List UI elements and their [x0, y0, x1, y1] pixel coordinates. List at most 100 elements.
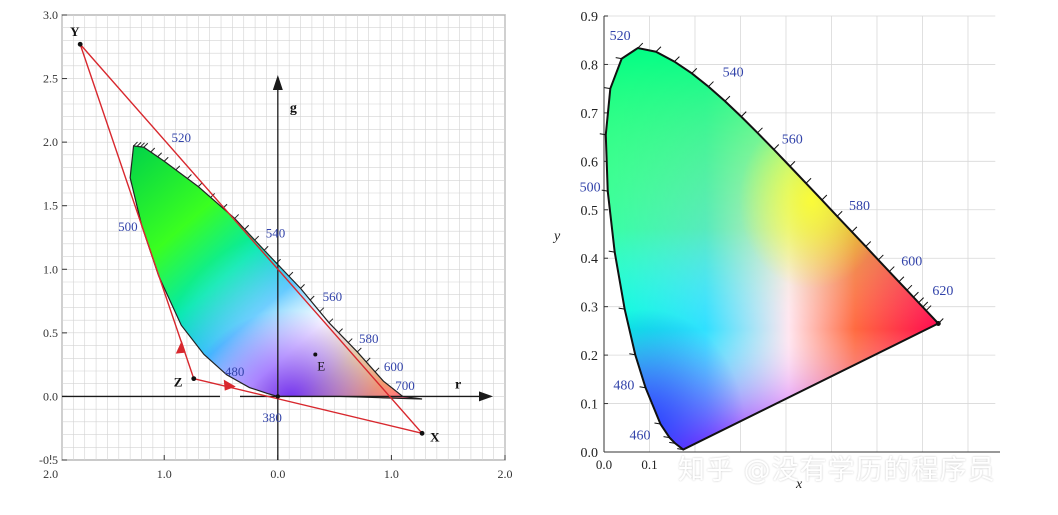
locus-tick	[865, 241, 872, 247]
locus-tick	[374, 367, 380, 373]
y-tick-label: 0.0	[581, 446, 599, 461]
locus-tick	[254, 235, 260, 241]
x-tick-label: 2.0	[498, 467, 513, 481]
locus-tick	[309, 295, 315, 301]
locus-tick	[140, 142, 145, 148]
locus-tick	[691, 68, 698, 74]
wavelength-label: 700	[395, 378, 415, 393]
wavelength-label: 580	[849, 199, 870, 214]
locus-tick	[263, 245, 269, 251]
x-tick-label: 2.0	[43, 467, 58, 481]
locus-endpoint	[935, 320, 941, 326]
xyz-triangle	[79, 43, 425, 435]
triangle-arrow	[223, 379, 236, 391]
y-tick-label: 0.7	[581, 107, 599, 122]
wavelength-label: 560	[323, 289, 343, 304]
locus-tick	[674, 56, 680, 62]
locus-tick	[906, 284, 913, 291]
y-tick-label: 0.6	[581, 155, 599, 170]
rg-chart-svg: -0.5 0.0 0.5 1.0 1.5 2.0 2.5 3.0 2.0 1.0 0.0 1.0 2.0…	[39, 8, 513, 481]
y-tick-label: 0.4	[581, 252, 599, 267]
locus-tick	[608, 250, 615, 253]
locus-tick	[655, 46, 662, 53]
locus-tick	[789, 161, 796, 167]
locus-tick	[143, 142, 149, 148]
locus-tick	[836, 210, 843, 217]
wavelength-label: 500	[580, 180, 601, 195]
wavelength-label: 520	[172, 130, 192, 145]
white-point	[313, 352, 318, 357]
wavelength-label: 540	[266, 226, 286, 241]
y-tick-label: 3.0	[43, 8, 58, 22]
wavelength-label: 620	[932, 284, 953, 299]
g-axis-label: g	[290, 101, 297, 116]
y-tick-label: 1.0	[43, 262, 58, 276]
y-tick-label: 2.5	[43, 72, 58, 86]
wavelength-label: 520	[610, 29, 631, 44]
r-axis-arrow	[479, 391, 493, 402]
primary-point	[419, 430, 425, 436]
y-tick-label: 0.3	[581, 301, 599, 316]
primary-label: Z	[174, 375, 183, 390]
locus-tick	[708, 81, 714, 87]
watermark: 知乎 @没有学历的程序员	[678, 455, 996, 486]
locus-tick	[347, 338, 353, 343]
locus-tick	[669, 441, 676, 444]
locus-tick	[136, 142, 142, 147]
x-tick-label: 1.0	[157, 467, 172, 481]
white-point-label: E	[317, 358, 325, 373]
locus-tick	[639, 386, 646, 389]
g-axis-arrow	[272, 75, 283, 90]
locus-tick	[618, 307, 625, 310]
locus-tick	[365, 357, 371, 363]
wavelength-label: 500	[118, 219, 138, 234]
primary-label: X	[430, 429, 440, 444]
locus-tick	[234, 214, 240, 219]
locus-tick	[604, 87, 611, 90]
y-tick-label: 0.5	[581, 204, 599, 219]
locus-tick	[328, 318, 334, 324]
locus-tick	[163, 156, 169, 162]
y-tick-label: -0.5	[39, 453, 58, 467]
triangle-arrow	[175, 340, 186, 354]
locus-tick	[629, 353, 636, 356]
locus-tick	[821, 194, 828, 201]
locus-tick	[133, 141, 138, 147]
primary-point	[77, 41, 83, 47]
y-tick-label: 0.2	[581, 349, 599, 364]
locus-tick	[654, 422, 661, 425]
x-tick-label: 0.1	[641, 457, 657, 472]
x-tick-label: 1.0	[384, 467, 399, 481]
wavelength-label: 480	[613, 379, 634, 394]
y-tick-label: 0.0	[43, 389, 58, 403]
r-axis-label: r	[455, 377, 461, 392]
x-tick-label: 0.0	[270, 467, 285, 481]
locus-tick	[187, 174, 192, 179]
locus-tick	[338, 328, 343, 333]
locus-tick	[757, 127, 763, 134]
y-axis-label: y	[552, 229, 561, 244]
locus-tick	[288, 271, 294, 277]
origin-point	[275, 394, 281, 399]
cie-xy-chromaticity-chart: 0.0 0.1 0.2 0.3 0.4 0.5 0.6 0.7 0.8 0.9 0.0 0.1 y x 52…	[540, 0, 1058, 510]
xy-chart-svg: 0.0 0.1 0.2 0.3 0.4 0.5 0.6 0.7 0.8 0.9 0.0 0.1 y x 52…	[552, 10, 1000, 492]
locus-tick	[663, 436, 670, 439]
locus-tick	[805, 177, 812, 184]
locus-tick	[888, 266, 895, 272]
x-axis-label: x	[795, 477, 803, 492]
locus-tick	[157, 152, 163, 158]
y-tick-label: 2.0	[43, 135, 58, 149]
wavelength-label: 600	[384, 359, 404, 374]
y-tick-label: 0.1	[581, 398, 599, 413]
locus-tick	[851, 226, 858, 233]
wavelength-label: 580	[359, 331, 379, 346]
wavelength-label: 460	[630, 428, 651, 443]
locus-tick	[913, 291, 919, 298]
gamut-fill-blue	[605, 48, 939, 450]
locus-tick	[918, 297, 924, 303]
locus-tick	[724, 95, 731, 102]
locus-tick	[877, 254, 884, 261]
y-tick-label: 0.5	[43, 326, 58, 340]
locus-tick	[925, 305, 932, 311]
y-tick-label: 1.5	[43, 199, 58, 213]
